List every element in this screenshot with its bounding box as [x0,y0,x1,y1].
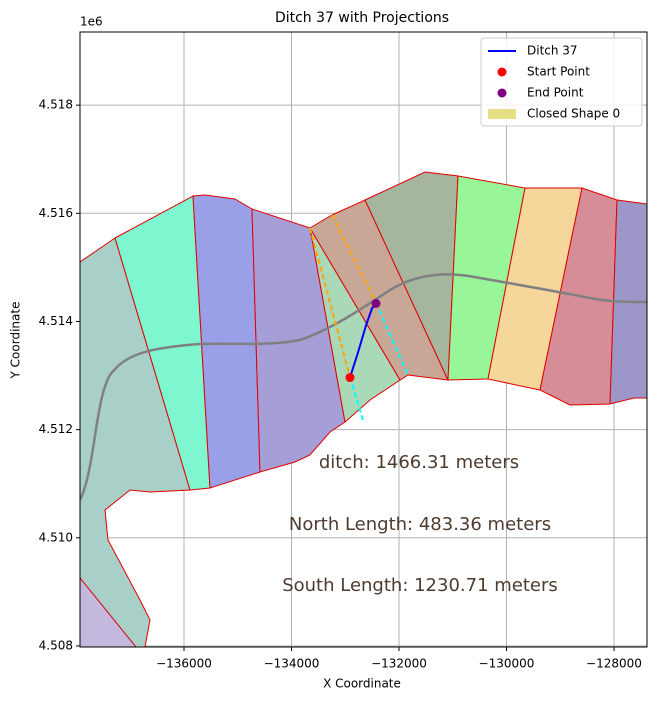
y-tick-label: 4.514 [39,314,73,328]
legend-box [480,37,643,127]
legend-patch [488,109,516,119]
projection [375,302,409,376]
x-tick-label: −136000 [156,657,212,671]
x-tick-label: −132000 [371,657,427,671]
point [345,373,355,383]
y-tick-label: 4.516 [39,206,73,220]
legend-label: Ditch 37 [527,44,578,58]
marks [345,298,381,383]
legend-label: Closed Shape 0 [527,107,620,121]
y-tick-label: 4.512 [39,422,73,436]
annotation: North Length: 483.36 meters [289,514,551,535]
legend-label: Start Point [527,65,590,79]
legend: Ditch 37 Start Point End Point Closed Sh… [480,37,643,127]
legend-label: End Point [527,86,584,100]
y-axis-label: Y Coordinate [9,302,23,380]
x-tick-label: −128000 [586,657,642,671]
shape [80,577,137,647]
x-axis-label: X Coordinate [323,677,401,691]
annotation: South Length: 1230.71 meters [282,575,558,596]
annotation: ditch: 1466.31 meters [319,452,519,473]
legend-marker [497,88,507,98]
projection [309,227,351,378]
point [371,298,381,308]
y-tick-label: 4.518 [39,98,73,112]
y-offset-label: 1e6 [80,15,103,29]
centerline [80,273,647,501]
chart-title: Ditch 37 with Projections [275,10,449,26]
shapes [80,171,647,647]
x-tick-label: −130000 [479,657,535,671]
x-tick-label: −134000 [264,657,320,671]
y-tick-label: 4.508 [39,638,73,652]
axes-frame [79,31,648,648]
legend-marker [497,67,507,77]
projection [331,214,377,304]
y-tick-label: 4.510 [39,530,73,544]
